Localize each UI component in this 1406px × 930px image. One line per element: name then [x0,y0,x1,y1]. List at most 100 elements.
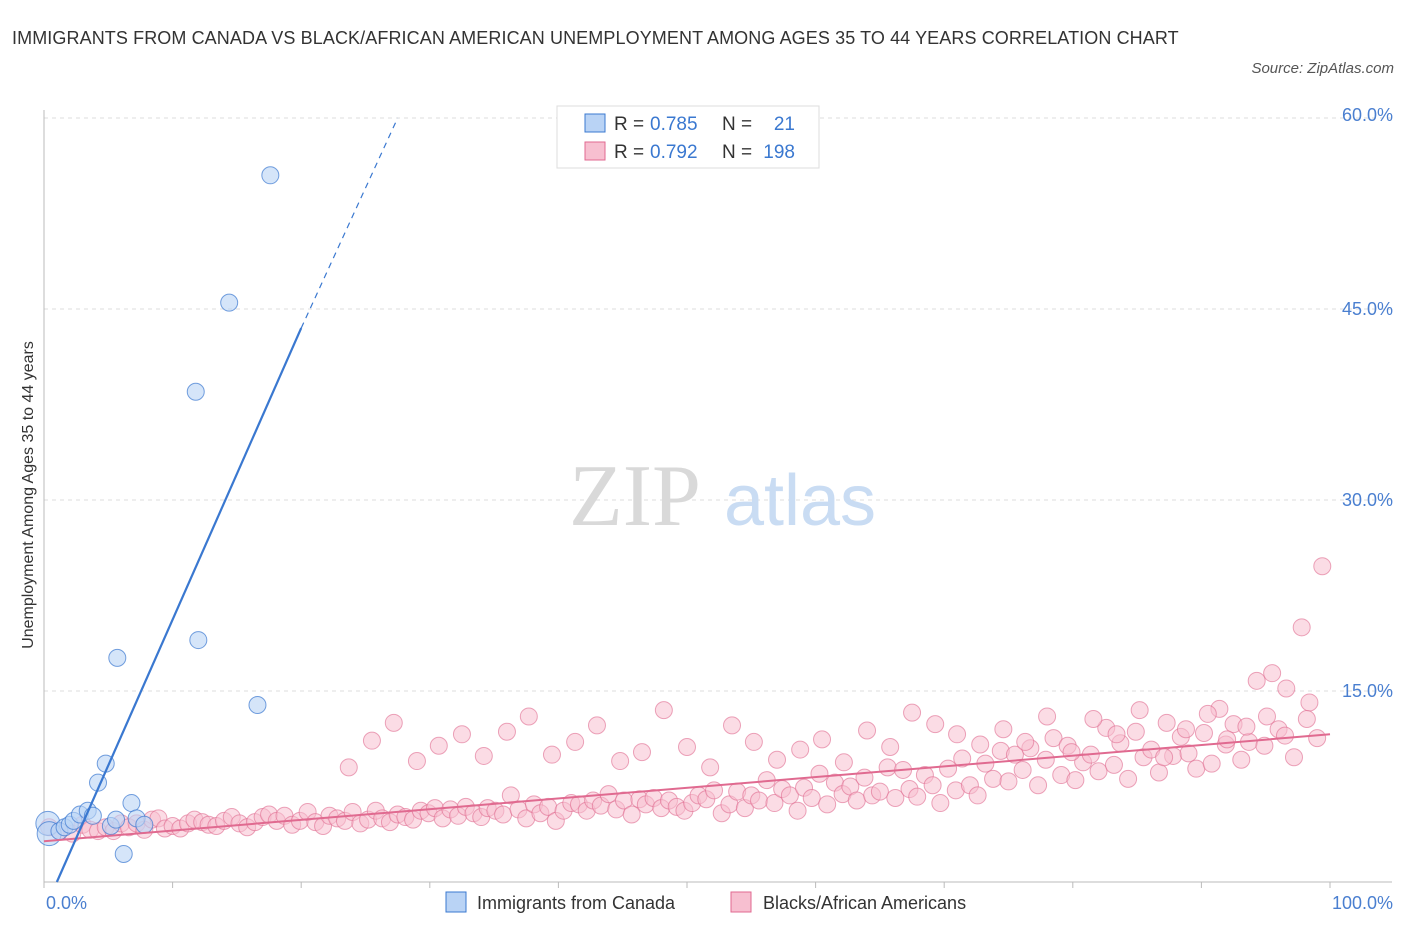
point-blacks-102 [818,795,837,814]
point-blacks-59 [494,805,513,824]
legend-label-canada: Immigrants from Canada [477,893,676,913]
stats-n-label-canada: N = [722,114,752,135]
point-blacks-182 [1016,732,1035,751]
point-blacks-180 [1062,743,1081,762]
point-blacks-200 [611,752,630,771]
point-blacks-110 [878,758,897,777]
point-blacks-173 [1218,730,1237,749]
grid-lines [44,117,1392,692]
point-blacks-142 [1119,769,1138,788]
point-blacks-153 [1202,754,1221,773]
trend-line-canada [55,327,303,883]
point-blacks-150 [1179,744,1198,763]
point-blacks-206 [474,746,493,765]
point-blacks-178 [1107,725,1126,744]
point-blacks-197 [678,738,696,757]
stats-legend: R = 0.785 N = 21 R = 0.792 N = 198 [556,105,820,169]
point-blacks-98 [788,801,807,820]
point-blacks-140 [1104,755,1123,774]
stats-r-label-blacks: R = [614,142,644,163]
stats-r-value-canada: 0.785 [650,114,698,135]
y-tick-label-3: 60.0% [1342,105,1393,125]
point-blacks-195 [723,716,742,735]
point-blacks-171 [1257,707,1276,726]
point-blacks-164 [1284,748,1303,767]
legend-swatch-canada [445,891,467,913]
chart-title: IMMIGRANTS FROM CANADA VS BLACK/AFRICAN … [12,28,1179,48]
point-blacks-106 [847,791,866,810]
stats-swatch-blacks [584,141,606,161]
trend-lines [43,117,1331,883]
point-canada-18 [186,382,205,401]
point-blacks-152 [1194,724,1213,743]
point-blacks-127 [1005,745,1024,764]
y-axis-label: Unemployment Among Ages 35 to 44 years [20,341,37,649]
legend-swatch-blacks [730,891,752,913]
point-canada-15 [122,794,141,813]
point-blacks-190 [834,753,853,772]
point-blacks-201 [587,716,606,735]
point-blacks-204 [519,707,538,726]
point-blacks-146 [1149,763,1168,782]
point-blacks-138 [1089,762,1108,781]
tick-labels: 15.0% 30.0% 45.0% 60.0% 0.0% 100.0% [46,105,1393,913]
point-blacks-97 [780,786,799,805]
x-tick-label-1: 100.0% [1332,893,1393,913]
point-canada-20 [220,293,239,312]
point-blacks-170 [1275,726,1294,745]
point-blacks-165 [1292,618,1311,637]
point-blacks-114 [908,787,927,806]
point-blacks-203 [542,745,561,764]
series-legend: Immigrants from Canada Blacks/African Am… [445,891,966,913]
point-blacks-118 [939,759,958,778]
point-blacks-135 [1066,771,1085,790]
stats-swatch-canada [584,113,606,133]
point-blacks-210 [384,713,403,732]
point-blacks-126 [999,772,1018,791]
point-blacks-151 [1187,759,1206,778]
point-blacks-101 [810,764,829,783]
point-blacks-128 [1013,760,1032,779]
point-canada-13 [108,648,127,667]
point-blacks-109 [870,782,889,801]
point-blacks-208 [429,736,448,755]
stats-n-value-blacks: 198 [763,142,795,163]
point-blacks-124 [984,769,1003,788]
trend-line-canada-extension [300,117,399,329]
point-blacks-130 [1029,776,1048,795]
point-blacks-159 [1247,671,1266,690]
point-blacks-168 [1313,557,1332,576]
stats-r-label-canada: R = [614,114,644,135]
point-blacks-117 [931,794,950,813]
y-tick-label-0: 15.0% [1342,681,1393,701]
point-canada-12 [107,810,126,829]
point-blacks-179 [1084,710,1103,729]
point-blacks-202 [566,732,585,751]
series-canada-points [35,166,280,863]
point-blacks-184 [971,735,990,754]
watermark-atlas: atlas [724,461,876,541]
legend-label-blacks: Blacks/African Americans [763,893,966,913]
point-blacks-132 [1044,729,1063,748]
point-blacks-166 [1300,693,1319,712]
point-blacks-93 [750,791,769,810]
point-blacks-147 [1157,713,1176,732]
point-blacks-193 [768,750,787,769]
point-blacks-185 [948,725,967,744]
source-note: Source: ZipAtlas.com [1251,60,1394,77]
point-blacks-194 [744,732,763,751]
stats-n-value-canada: 21 [774,114,795,135]
point-blacks-176 [1155,748,1174,767]
series-blacks-points [40,557,1332,843]
point-blacks-209 [407,752,426,771]
point-blacks-198 [654,701,673,720]
stats-r-value-blacks: 0.792 [650,142,698,163]
point-blacks-187 [903,703,922,722]
point-blacks-95 [765,794,784,813]
point-blacks-188 [881,738,900,757]
point-blacks-196 [701,758,720,777]
point-blacks-143 [1126,722,1145,741]
point-blacks-157 [1232,750,1251,769]
point-blacks-199 [632,743,651,762]
